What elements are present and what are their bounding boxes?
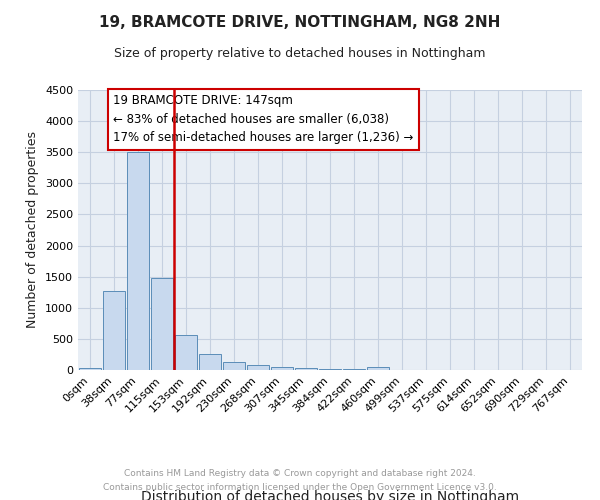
Bar <box>295 368 317 370</box>
Text: Contains HM Land Registry data © Crown copyright and database right 2024.: Contains HM Land Registry data © Crown c… <box>124 468 476 477</box>
Text: 19 BRAMCOTE DRIVE: 147sqm
← 83% of detached houses are smaller (6,038)
17% of se: 19 BRAMCOTE DRIVE: 147sqm ← 83% of detac… <box>113 94 413 144</box>
Bar <box>79 368 101 370</box>
Bar <box>175 334 197 370</box>
Text: Size of property relative to detached houses in Nottingham: Size of property relative to detached ho… <box>114 48 486 60</box>
Text: 19, BRAMCOTE DRIVE, NOTTINGHAM, NG8 2NH: 19, BRAMCOTE DRIVE, NOTTINGHAM, NG8 2NH <box>100 15 500 30</box>
Bar <box>247 365 269 370</box>
X-axis label: Distribution of detached houses by size in Nottingham: Distribution of detached houses by size … <box>141 490 519 500</box>
Bar <box>271 367 293 370</box>
Text: Contains public sector information licensed under the Open Government Licence v3: Contains public sector information licen… <box>103 484 497 492</box>
Bar <box>103 291 125 370</box>
Bar <box>367 367 389 370</box>
Bar <box>319 369 341 370</box>
Bar <box>151 278 173 370</box>
Bar <box>127 152 149 370</box>
Bar <box>223 362 245 370</box>
Bar <box>199 354 221 370</box>
Y-axis label: Number of detached properties: Number of detached properties <box>26 132 40 328</box>
